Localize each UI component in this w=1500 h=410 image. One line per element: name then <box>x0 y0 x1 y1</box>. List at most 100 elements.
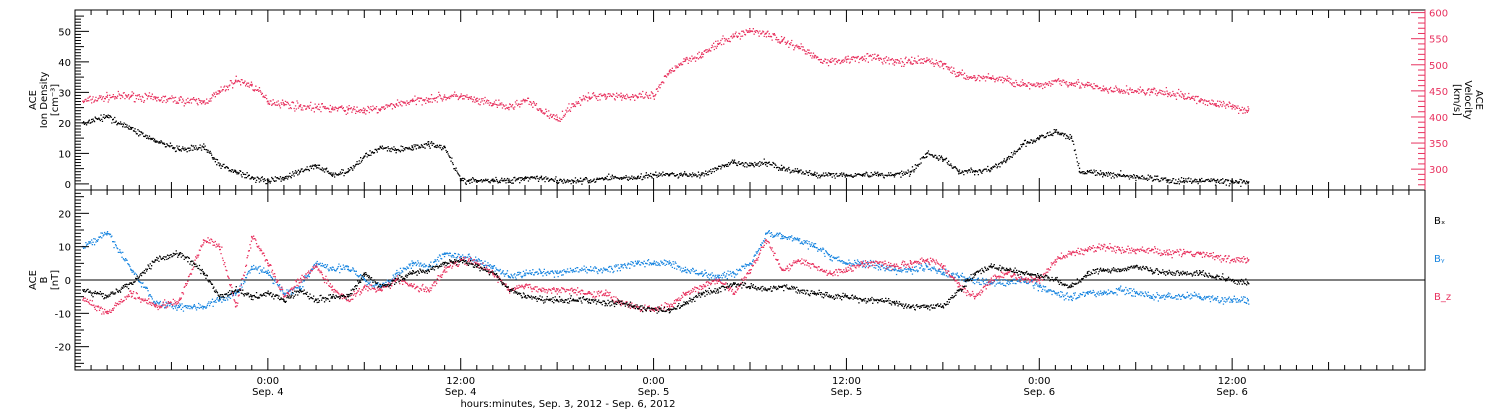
by-point <box>668 262 671 265</box>
density-point <box>363 155 366 158</box>
density-point <box>154 140 157 143</box>
bz-point <box>845 269 848 271</box>
velocity-point <box>845 58 848 61</box>
x-tick-date: Sep. 6 <box>1216 387 1248 398</box>
bz-point <box>250 235 253 238</box>
bz-point <box>925 259 928 261</box>
bz-point <box>652 309 655 311</box>
velocity-point <box>443 96 446 98</box>
bz-point <box>427 289 430 291</box>
bx-point <box>154 259 157 261</box>
velocity-label-line1: ACE <box>1473 90 1484 110</box>
density-point <box>379 146 382 149</box>
x-tick-date: Sep. 4 <box>252 387 284 398</box>
velocity-point <box>588 96 591 98</box>
bz-point <box>1215 255 1217 258</box>
bx-point <box>572 299 575 301</box>
bx-point <box>974 272 976 275</box>
density-point <box>299 170 301 173</box>
density-point <box>829 173 832 176</box>
velocity-tick-label: 500 <box>1429 61 1448 72</box>
density-point <box>668 173 671 176</box>
velocity-point <box>1215 103 1217 105</box>
velocity-point <box>942 63 944 66</box>
by-point <box>1070 295 1073 298</box>
bx-point <box>250 295 253 298</box>
velocity-point <box>1118 90 1121 92</box>
by-point <box>267 272 269 275</box>
by-point <box>700 272 703 275</box>
density-point <box>797 170 800 173</box>
density-point <box>700 173 703 176</box>
bx-point <box>1215 275 1217 278</box>
bx-point <box>1167 272 1169 275</box>
field-label-line2: B <box>39 276 50 283</box>
density-point <box>315 164 317 167</box>
density-point <box>1215 179 1217 182</box>
velocity-point <box>700 53 703 56</box>
velocity-point <box>178 99 181 102</box>
by-point <box>379 285 382 288</box>
bx-point <box>893 302 896 305</box>
velocity-point <box>749 30 751 32</box>
velocity-point <box>202 101 205 104</box>
bx-point <box>684 302 687 305</box>
velocity-point <box>813 56 816 58</box>
by-point <box>1247 299 1250 301</box>
bx-point <box>604 302 607 305</box>
velocity-point <box>411 100 414 103</box>
bx-point <box>82 289 84 291</box>
velocity-point <box>218 91 221 93</box>
by-point <box>636 262 639 265</box>
density-point <box>813 173 816 176</box>
velocity-tick-label: 450 <box>1429 87 1448 98</box>
velocity-point <box>668 70 671 72</box>
velocity-point <box>250 84 253 87</box>
bx-point <box>942 305 944 308</box>
by-point <box>154 302 157 305</box>
bx-point <box>1134 265 1137 268</box>
velocity-point <box>1199 99 1201 102</box>
by-point <box>1167 295 1169 298</box>
bz-point <box>443 269 446 271</box>
velocity-point <box>154 97 157 100</box>
bz-point <box>877 262 880 265</box>
velocity-tick-label: 550 <box>1429 35 1448 46</box>
bz-point <box>749 269 751 271</box>
bz-point <box>154 305 157 308</box>
bz-point <box>588 292 591 295</box>
bz-point <box>733 292 735 295</box>
bx-point <box>218 295 221 298</box>
bx-point <box>524 295 526 298</box>
density-point <box>588 179 591 182</box>
bz-point <box>299 279 301 281</box>
bz-point <box>1102 245 1105 248</box>
velocity-point <box>299 105 301 108</box>
by-point <box>1038 285 1041 288</box>
density-point <box>443 146 446 149</box>
density-point <box>218 164 221 167</box>
bx-point <box>202 272 205 275</box>
bz-point <box>604 292 607 295</box>
bx-point <box>1118 269 1121 271</box>
bx-point <box>1150 269 1153 271</box>
bz-point <box>636 305 639 308</box>
bz-point <box>861 262 864 265</box>
velocity-point <box>427 97 430 100</box>
by-point <box>540 272 542 275</box>
bx-point <box>556 299 558 301</box>
density-point <box>508 179 510 182</box>
bz-point <box>1134 249 1137 251</box>
velocity-point <box>990 76 992 79</box>
bx-point <box>234 289 237 291</box>
density-point <box>556 179 558 182</box>
bx-point <box>130 282 133 285</box>
bz-point <box>893 265 896 268</box>
by-point <box>299 285 301 288</box>
bz-point <box>508 289 510 291</box>
velocity-point <box>717 43 719 45</box>
velocity-point <box>925 59 928 62</box>
velocity-point <box>283 103 285 105</box>
by-point <box>1183 295 1185 298</box>
